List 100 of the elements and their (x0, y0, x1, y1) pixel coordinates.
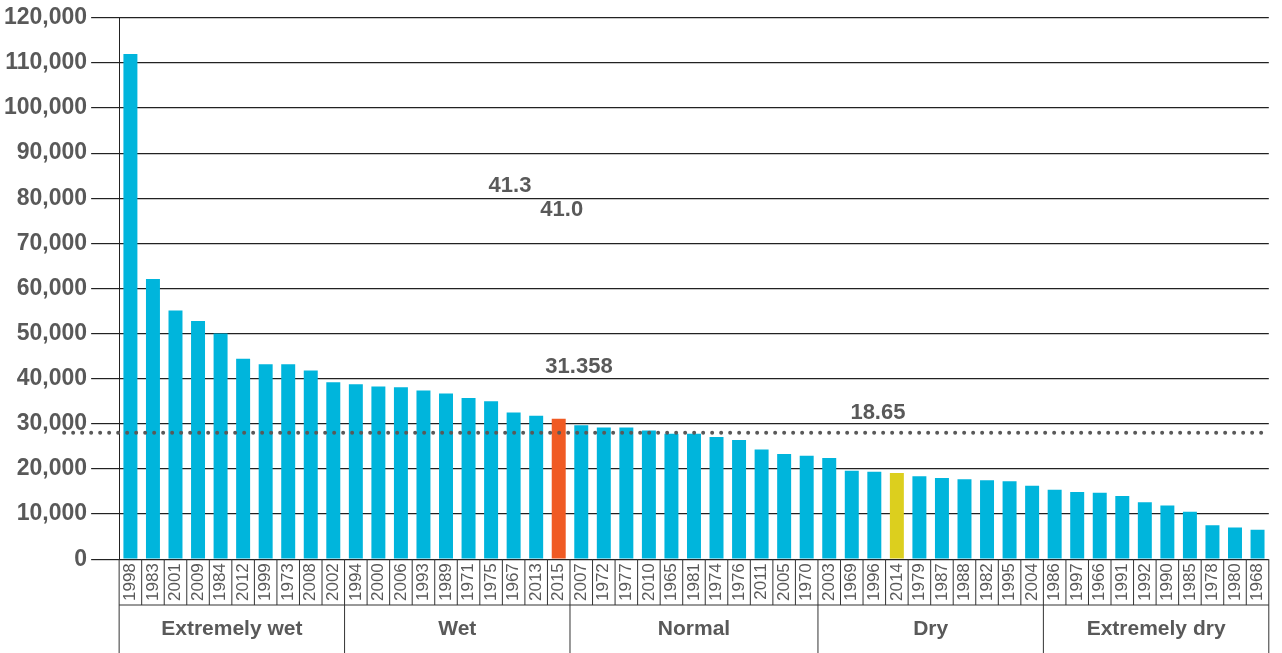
bar (1228, 527, 1242, 559)
bar (957, 479, 972, 559)
y-tick-label: 110,000 (5, 48, 88, 75)
y-tick-label: 70,000 (16, 228, 88, 255)
bar (1092, 492, 1107, 559)
x-tick-label: 2015 (548, 563, 568, 602)
x-tick-label: 2004 (1021, 563, 1041, 602)
bar (664, 433, 679, 559)
x-tick-label: 1992 (1134, 563, 1154, 602)
bar (934, 477, 949, 559)
x-tick-label: 1976 (728, 563, 748, 602)
bar (303, 370, 318, 559)
bar (1205, 525, 1220, 559)
annotation: 31.358 (545, 353, 613, 379)
y-tick-label: 60,000 (16, 273, 88, 300)
y-tick-label: 40,000 (16, 364, 88, 391)
bar (393, 387, 408, 559)
bar (258, 364, 273, 559)
bar (371, 386, 386, 559)
x-tick-label: 1987 (931, 563, 951, 602)
bar (461, 398, 476, 559)
annotation: 18.65 (850, 399, 906, 425)
bar (1115, 496, 1130, 559)
x-tick-label: 1996 (864, 563, 883, 602)
x-tick-label: 2014 (886, 563, 906, 602)
x-tick-label: 1968 (1247, 563, 1267, 602)
x-tick-label: 1998 (120, 563, 140, 602)
x-tick-label: 1986 (1044, 563, 1064, 602)
y-tick-label: 30,000 (16, 409, 88, 436)
bar (506, 412, 521, 559)
y-tick-label: 10,000 (16, 499, 88, 526)
bar (281, 364, 296, 559)
bar (574, 425, 589, 559)
bar (889, 473, 904, 559)
x-tick-label: 2009 (187, 563, 207, 602)
bar (619, 427, 634, 559)
bar (980, 480, 995, 559)
x-tick-label: 2001 (165, 563, 185, 602)
x-tick-label: 2010 (638, 563, 658, 602)
annotation: 41.3 (488, 171, 532, 197)
y-tick-label: 0 (74, 544, 88, 571)
text: Wet (438, 615, 477, 639)
x-tick-label: 1990 (1157, 563, 1177, 602)
bar (1025, 485, 1040, 559)
bar (754, 449, 769, 559)
x-tick-label: 1983 (142, 563, 162, 602)
y-tick-label: 90,000 (16, 138, 88, 165)
y-tick-label: 20,000 (16, 454, 88, 481)
bar (348, 384, 363, 559)
x-tick-label: 2005 (773, 563, 793, 602)
bar (416, 390, 431, 559)
x-tick-label: 1979 (909, 563, 929, 602)
x-tick-label: 2002 (322, 563, 342, 602)
bar (596, 427, 611, 559)
bar (168, 310, 183, 559)
bar (1047, 489, 1062, 559)
bar (686, 433, 701, 559)
bar (732, 440, 747, 559)
x-tick-label: 1991 (1111, 563, 1131, 602)
bar (145, 279, 160, 559)
x-tick-label: 2011 (751, 563, 771, 600)
x-tick-label: 2006 (390, 563, 410, 602)
x-tick-label: 1975 (480, 563, 500, 602)
bar (236, 358, 251, 559)
bar (191, 320, 206, 559)
bar (439, 393, 453, 559)
bar (1137, 502, 1152, 559)
bar (799, 455, 814, 559)
bar (213, 333, 228, 559)
x-tick-label: 1981 (683, 563, 703, 602)
bar (867, 471, 882, 559)
x-tick-label: 1997 (1066, 563, 1086, 602)
bar (123, 53, 138, 559)
x-tick-label: 1988 (954, 563, 974, 602)
x-tick-label: 1999 (255, 563, 275, 602)
x-tick-label: 1974 (706, 563, 726, 602)
x-tick-label: 1971 (458, 563, 478, 602)
x-tick-label: 1989 (435, 563, 455, 602)
x-tick-label: 1985 (1179, 563, 1199, 602)
bar (1160, 505, 1175, 559)
x-tick-label: 1984 (210, 563, 230, 602)
text: Extremely dry (1086, 615, 1226, 639)
bar (641, 430, 656, 559)
y-tick-label: 80,000 (16, 183, 88, 210)
x-tick-label: 1965 (661, 563, 681, 602)
bar (529, 415, 544, 559)
x-tick-label: 1994 (345, 563, 365, 602)
x-tick-label: 1970 (796, 563, 816, 602)
x-tick-label: 2012 (232, 563, 252, 602)
x-tick-label: 1995 (999, 563, 1019, 602)
x-tick-label: 2003 (818, 563, 838, 602)
bar (484, 401, 499, 559)
x-tick-label: 2000 (368, 563, 388, 602)
y-tick-label: 50,000 (16, 318, 88, 345)
bar (844, 470, 859, 559)
bar (709, 436, 724, 559)
x-tick-label: 1977 (616, 563, 636, 602)
text: Dry (913, 615, 949, 639)
text: Normal (657, 615, 731, 639)
x-tick-label: 1967 (503, 563, 523, 602)
